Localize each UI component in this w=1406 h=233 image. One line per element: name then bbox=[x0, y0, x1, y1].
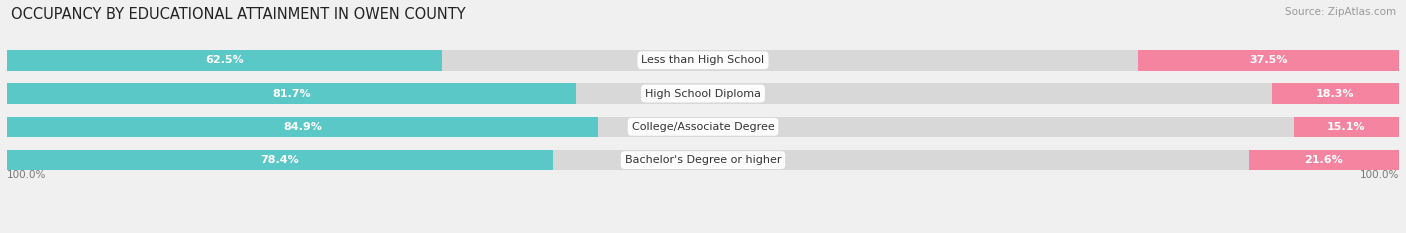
Bar bbox=[7, 116, 598, 137]
Bar bbox=[1137, 50, 1399, 71]
Text: 84.9%: 84.9% bbox=[283, 122, 322, 132]
Text: 21.6%: 21.6% bbox=[1305, 155, 1343, 165]
Text: 100.0%: 100.0% bbox=[7, 170, 46, 180]
Text: Bachelor's Degree or higher: Bachelor's Degree or higher bbox=[624, 155, 782, 165]
Text: Less than High School: Less than High School bbox=[641, 55, 765, 65]
Bar bbox=[7, 83, 575, 104]
Text: College/Associate Degree: College/Associate Degree bbox=[631, 122, 775, 132]
Text: OCCUPANCY BY EDUCATIONAL ATTAINMENT IN OWEN COUNTY: OCCUPANCY BY EDUCATIONAL ATTAINMENT IN O… bbox=[11, 7, 465, 22]
Text: 18.3%: 18.3% bbox=[1316, 89, 1354, 99]
Bar bbox=[7, 83, 1399, 104]
Text: Source: ZipAtlas.com: Source: ZipAtlas.com bbox=[1285, 7, 1396, 17]
Bar bbox=[7, 116, 1399, 137]
Text: 78.4%: 78.4% bbox=[260, 155, 299, 165]
Bar bbox=[7, 50, 1399, 71]
Text: 37.5%: 37.5% bbox=[1250, 55, 1288, 65]
Bar bbox=[1294, 116, 1399, 137]
Bar bbox=[1249, 150, 1399, 170]
Text: 15.1%: 15.1% bbox=[1327, 122, 1365, 132]
Bar bbox=[7, 50, 441, 71]
Bar bbox=[1271, 83, 1399, 104]
Text: High School Diploma: High School Diploma bbox=[645, 89, 761, 99]
Text: 100.0%: 100.0% bbox=[1360, 170, 1399, 180]
Bar bbox=[7, 150, 553, 170]
Text: 62.5%: 62.5% bbox=[205, 55, 243, 65]
Bar bbox=[7, 150, 1399, 170]
Text: 81.7%: 81.7% bbox=[271, 89, 311, 99]
